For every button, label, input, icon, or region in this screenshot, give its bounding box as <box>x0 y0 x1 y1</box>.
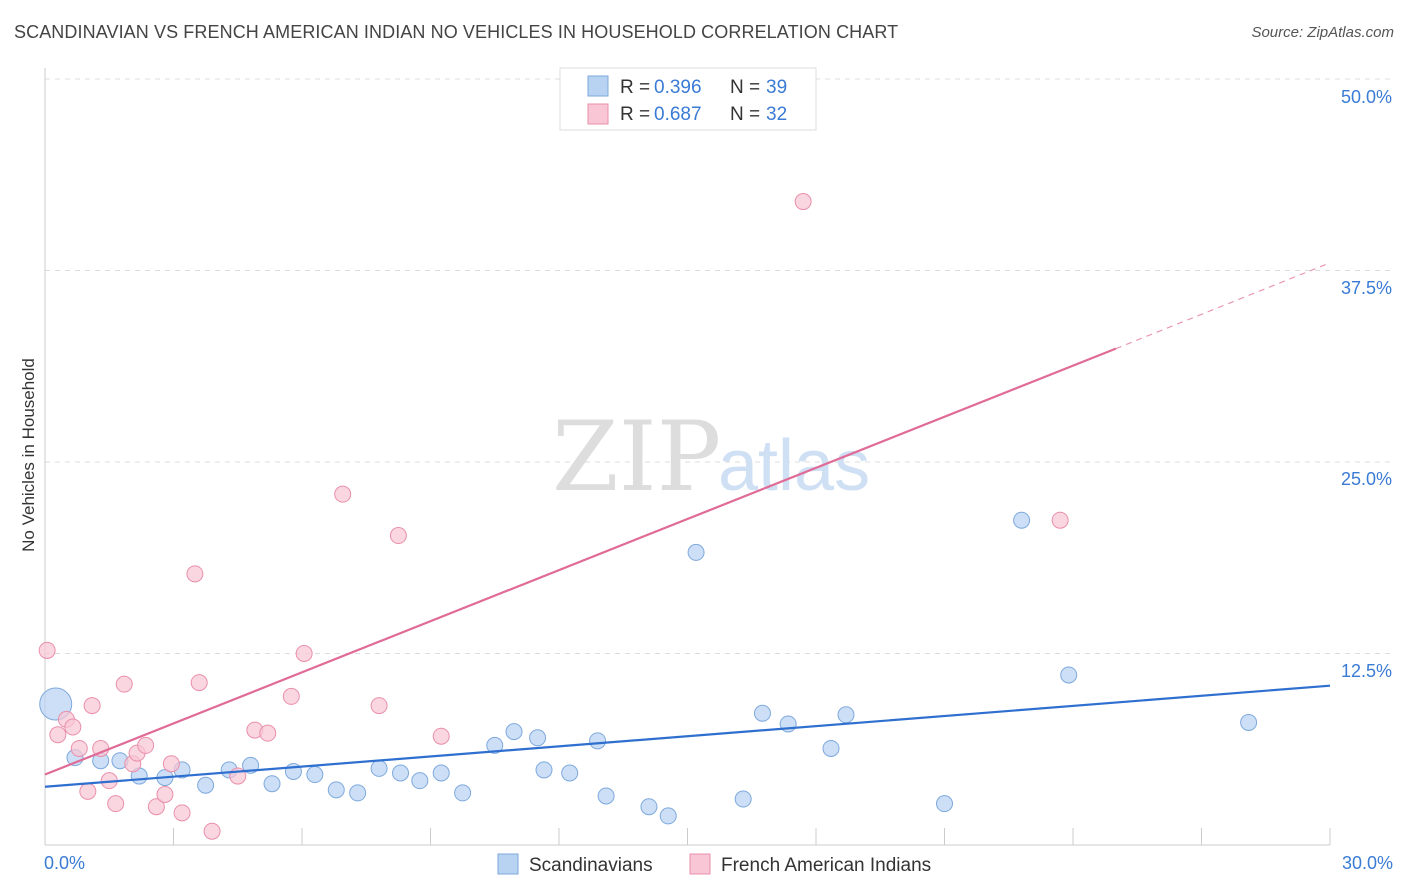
scandinavian-point-7 <box>197 776 215 794</box>
scandinavian-point-33 <box>822 739 840 757</box>
scandinavian-point-24 <box>561 764 579 782</box>
french-american-indian-point-23 <box>259 724 277 742</box>
scandinavian-point-35 <box>936 795 953 813</box>
legend-swatch-french-american-indians <box>587 103 609 125</box>
scandinavian-point-27 <box>640 798 658 816</box>
legend-n-value-0: 39 <box>766 77 787 98</box>
bottom-legend-label-french-american-indians: French American Indians <box>721 855 931 876</box>
y-tick-label-50: 50.0% <box>1341 87 1392 107</box>
legend-n-label-0: N = <box>730 77 760 98</box>
bottom-legend-swatch-scandinavians <box>497 853 519 875</box>
french-american-indian-point-19 <box>190 674 208 692</box>
french-american-indian-point-13 <box>137 736 155 754</box>
scandinavian-point-12 <box>306 766 324 784</box>
scandinavian-point-22 <box>529 729 547 747</box>
grid-layer <box>45 78 1392 654</box>
scandinavian-point-28 <box>659 807 677 825</box>
top-legend: R = 0.396 N = 39 R = 0.687 N = 32 <box>559 67 817 131</box>
y-tick-label-12-5: 12.5% <box>1341 661 1392 681</box>
french-american-indian-point-28 <box>389 527 407 545</box>
french-american-indian-point-1 <box>49 726 67 744</box>
x-tick-label-max: 30.0% <box>1342 853 1393 873</box>
scandinavian-point-37 <box>1060 666 1078 684</box>
bottom-legend-label-scandinavians: Scandinavians <box>529 855 653 876</box>
french-american-indian-point-27 <box>370 697 388 715</box>
french-american-indian-point-20 <box>203 822 221 840</box>
french-american-indian-point-18 <box>186 565 204 583</box>
french-american-indian-point-24 <box>282 687 300 705</box>
scandinavian-point-38 <box>1240 713 1258 731</box>
scandinavian-point-36 <box>1013 511 1031 529</box>
french-american-indian-point-29 <box>432 727 450 745</box>
french-american-indian-point-3 <box>64 718 82 736</box>
scandinavian-point-25 <box>589 732 607 750</box>
legend-swatch-scandinavians <box>587 75 609 97</box>
y-tick-label-25: 25.0% <box>1341 469 1392 489</box>
source-credit: Source: ZipAtlas.com <box>1251 24 1394 41</box>
scandinavian-point-31 <box>753 704 771 722</box>
scandinavian-point-15 <box>370 759 388 777</box>
french-american-indian-point-17 <box>173 804 191 822</box>
y-tick-label-37-5: 37.5% <box>1341 278 1392 298</box>
points-layer <box>38 193 1258 840</box>
scandinavian-point-10 <box>263 775 281 793</box>
french-american-indian-trend-line <box>44 347 1117 776</box>
french-american-indian-point-0 <box>38 641 56 659</box>
scandinavian-point-21 <box>505 723 523 741</box>
scandinavian-point-17 <box>411 772 429 790</box>
french-american-indian-point-4 <box>70 739 88 757</box>
trend-layer <box>44 262 1331 788</box>
french-american-indian-trend-extension <box>1115 262 1331 350</box>
chart-title: SCANDINAVIAN VS FRENCH AMERICAN INDIAN N… <box>14 22 899 42</box>
french-american-indian-point-16 <box>162 755 180 773</box>
scandinavian-point-23 <box>535 761 553 779</box>
scandinavian-point-14 <box>349 784 367 802</box>
french-american-indian-point-14 <box>147 798 165 816</box>
french-american-indian-point-31 <box>1051 511 1069 529</box>
french-american-indian-point-26 <box>334 485 352 503</box>
scandinavian-point-18 <box>432 764 450 782</box>
watermark: ZIP atlas <box>552 401 870 513</box>
french-american-indian-point-25 <box>295 645 313 662</box>
legend-r-label-1: R = <box>620 104 650 125</box>
scandinavian-point-13 <box>327 781 345 799</box>
scandinavian-point-29 <box>687 543 705 561</box>
french-american-indian-point-15 <box>156 785 174 803</box>
french-american-indian-point-9 <box>107 795 125 813</box>
legend-r-value-1: 0.687 <box>654 104 702 125</box>
french-american-indian-point-5 <box>79 782 97 800</box>
scandinavian-point-19 <box>454 784 472 802</box>
bottom-legend-swatch-french-american-indians <box>689 853 711 875</box>
scandinavian-point-30 <box>734 790 752 808</box>
scandinavian-point-16 <box>392 764 410 782</box>
bottom-legend: Scandinavians French American Indians <box>497 853 931 876</box>
legend-r-label-0: R = <box>620 77 650 98</box>
y-axis-title: No Vehicles in Household <box>19 358 38 552</box>
legend-n-value-1: 32 <box>766 104 787 125</box>
french-american-indian-point-30 <box>794 193 812 211</box>
watermark-zip: ZIP <box>552 401 721 513</box>
scandinavian-point-26 <box>597 787 615 805</box>
x-tick-label-min: 0.0% <box>44 853 85 873</box>
scandinavian-point-34 <box>837 706 855 724</box>
scandinavian-point-20 <box>486 736 504 754</box>
french-american-indian-point-10 <box>115 675 133 693</box>
french-american-indian-point-6 <box>83 697 101 715</box>
watermark-atlas: atlas <box>718 426 870 506</box>
legend-r-value-0: 0.396 <box>654 77 702 98</box>
scandinavian-trend-line <box>44 684 1331 788</box>
legend-n-label-1: N = <box>730 104 760 125</box>
